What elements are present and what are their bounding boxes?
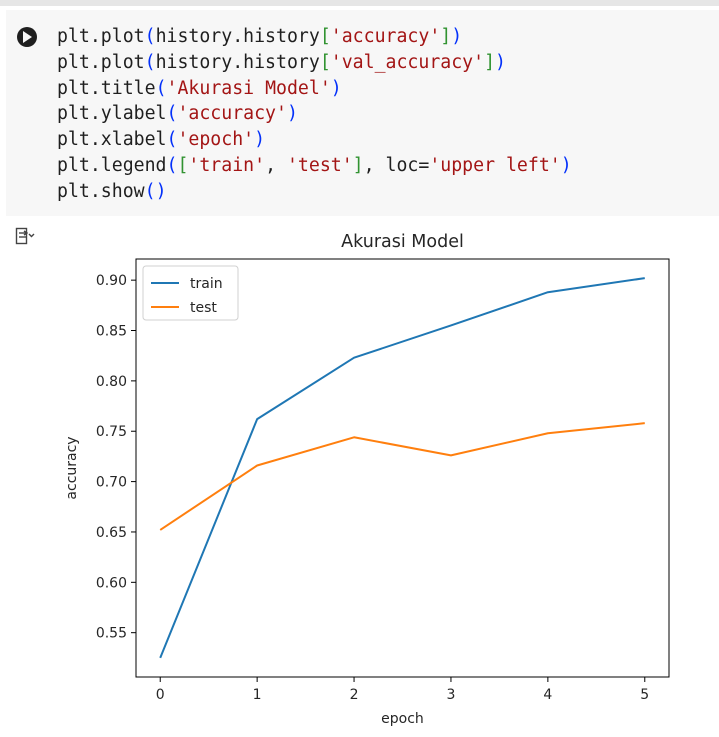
x-tick-label: 4	[543, 687, 552, 703]
output-actions-button[interactable]	[14, 225, 36, 247]
y-tick-label: 0.55	[96, 626, 127, 642]
series-line-train	[159, 277, 645, 659]
code-token: 'epoch'	[177, 129, 255, 151]
x-tick-label: 2	[350, 687, 359, 703]
code-token: 'test'	[286, 154, 353, 176]
x-tick-label: 1	[253, 687, 262, 703]
plot-frame	[135, 258, 670, 678]
x-axis-label: epoch	[381, 711, 424, 727]
code-token: history.history	[155, 26, 320, 47]
y-tick-label: 0.60	[96, 575, 127, 591]
code-token: )	[286, 103, 298, 125]
y-axis-label: accuracy	[64, 436, 80, 499]
code-token: history.history	[155, 51, 320, 73]
cell-top-border	[0, 0, 719, 6]
code-token: plt.ylabel	[57, 103, 167, 125]
code-line: plt.plot(history.history['val_accuracy']…	[57, 50, 572, 76]
code-token: 'train'	[188, 154, 266, 176]
y-tick-label: 0.90	[96, 273, 127, 289]
x-tick-label: 0	[156, 687, 165, 703]
code-token: ]	[484, 51, 496, 73]
legend-label-train: train	[190, 276, 223, 292]
run-cell-button[interactable]	[17, 27, 37, 47]
code-token: (	[166, 103, 178, 125]
code-line: plt.xlabel('epoch')	[57, 127, 572, 153]
code-token: (	[144, 26, 156, 47]
code-editor[interactable]: plt.plot(history.history['accuracy']) plt…	[57, 24, 572, 205]
y-tick-label: 0.65	[96, 525, 127, 541]
y-tick-label: 0.75	[96, 424, 127, 440]
code-token: (	[166, 129, 178, 151]
code-token: , loc=	[363, 154, 430, 176]
code-line: plt.plot(history.history['accuracy'])	[57, 24, 572, 50]
code-token: plt.xlabel	[57, 129, 167, 151]
code-token: [	[319, 51, 331, 73]
code-token: ,	[265, 154, 287, 176]
series-line-test	[159, 422, 645, 531]
code-token: )	[560, 154, 572, 176]
code-token: 'accuracy'	[177, 103, 287, 125]
code-token: plt.plot	[57, 51, 145, 73]
chart-title: Akurasi Model	[341, 232, 464, 252]
code-line: plt.ylabel('accuracy')	[57, 101, 572, 127]
code-token: plt.title	[57, 77, 156, 99]
code-token: 'accuracy'	[330, 26, 441, 47]
code-token: 'Akurasi Model'	[166, 77, 331, 99]
y-tick-label: 0.85	[96, 324, 127, 340]
y-tick-label: 0.80	[96, 374, 127, 390]
x-tick-label: 5	[640, 687, 649, 703]
code-token: )	[451, 26, 463, 47]
code-token: plt.plot	[57, 26, 145, 47]
code-token: ]	[352, 154, 364, 176]
code-token: (	[144, 51, 156, 73]
code-token: )	[495, 51, 506, 73]
code-token: 'upper left'	[429, 154, 561, 176]
code-token: 'val_accuracy'	[330, 51, 485, 73]
x-tick-label: 3	[446, 687, 455, 703]
code-token: )	[155, 180, 167, 202]
output-actions-icon	[15, 227, 35, 245]
code-token: [	[177, 154, 189, 176]
code-token: [	[319, 26, 331, 47]
code-line: plt.legend(['train', 'test'], loc='upper…	[57, 153, 572, 179]
code-token: )	[330, 77, 342, 99]
code-token: (	[166, 154, 178, 176]
code-line: plt.show()	[57, 179, 572, 205]
code-token: plt.show	[57, 180, 145, 202]
y-tick-label: 0.70	[96, 475, 127, 491]
code-token: (	[155, 77, 167, 99]
code-token: (	[144, 180, 156, 202]
accuracy-chart: Akurasi Model 0.55 0.60 0.65 0.70 0.75 0.80 0.8…	[64, 232, 670, 727]
code-token: ]	[440, 26, 452, 47]
play-circle-icon	[23, 31, 32, 43]
code-cell[interactable]	[6, 10, 719, 216]
code-token: plt.legend	[57, 154, 167, 176]
code-token: )	[254, 129, 266, 151]
legend-label-test: test	[190, 300, 217, 316]
code-line: plt.title('Akurasi Model')	[57, 76, 572, 102]
